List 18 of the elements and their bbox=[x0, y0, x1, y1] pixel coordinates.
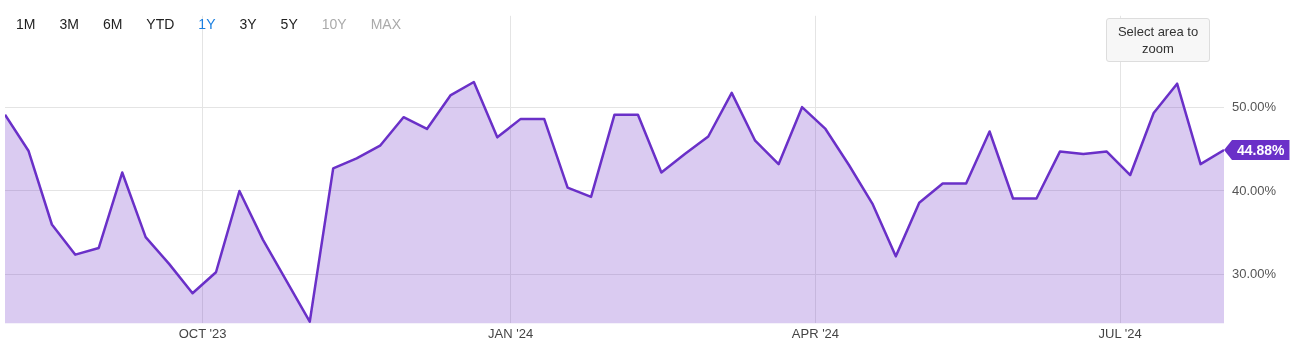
x-tick-label: APR '24 bbox=[791, 325, 840, 341]
x-tick-label: OCT '23 bbox=[178, 325, 227, 341]
y-tick-label: 40.00% bbox=[1232, 182, 1277, 198]
annotation: 1M bbox=[16, 16, 36, 32]
annotation: 1Y bbox=[198, 16, 216, 32]
annotation: MAX bbox=[370, 16, 401, 32]
annotation: 5Y bbox=[280, 16, 298, 32]
annotation: 3Y bbox=[239, 16, 257, 32]
annotation: Select area to zoom bbox=[1106, 18, 1210, 62]
x-tick-label: JAN '24 bbox=[488, 325, 534, 341]
annotation: YTD bbox=[146, 16, 175, 32]
y-tick-label: 50.00% bbox=[1232, 98, 1277, 114]
annotation: 6M bbox=[102, 16, 123, 32]
data-label: 44.88% bbox=[1237, 141, 1286, 158]
x-tick-label: JUL '24 bbox=[1098, 325, 1142, 341]
y-tick-label: 30.00% bbox=[1232, 266, 1277, 282]
annotation: 10Y bbox=[321, 16, 347, 32]
annotation: 3M bbox=[59, 16, 79, 32]
